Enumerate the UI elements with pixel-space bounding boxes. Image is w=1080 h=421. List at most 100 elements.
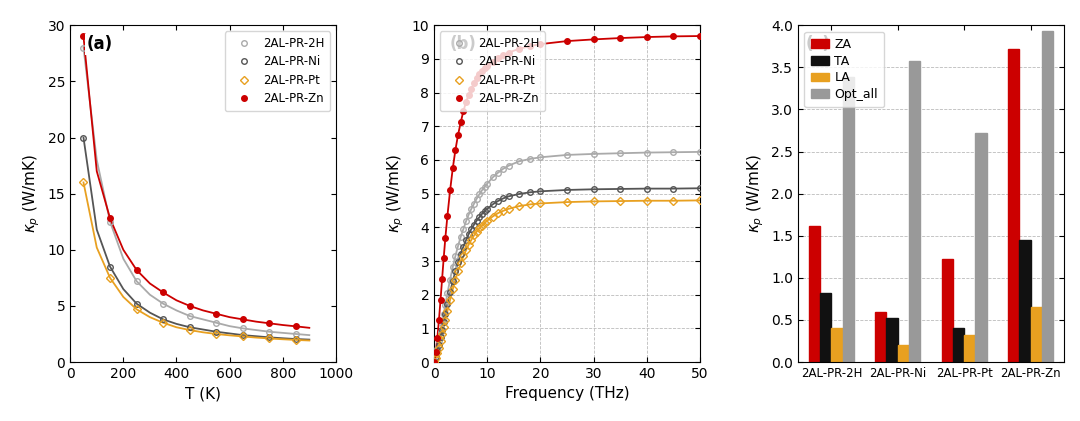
2AL-PR-Ni bbox=[534, 189, 546, 194]
2AL-PR-Zn bbox=[438, 236, 451, 241]
2AL-PR-Zn bbox=[428, 360, 441, 365]
2AL-PR-Pt bbox=[449, 277, 462, 282]
2AL-PR-Pt bbox=[432, 345, 445, 350]
2AL-PR-Ni bbox=[451, 259, 464, 264]
2AL-PR-Pt bbox=[478, 221, 491, 226]
2AL-PR-2H bbox=[444, 277, 457, 282]
2AL-PR-2H bbox=[613, 151, 626, 156]
2AL-PR-2H bbox=[497, 166, 510, 171]
2AL-PR-Pt bbox=[431, 351, 444, 356]
2AL-PR-Ni bbox=[464, 226, 477, 232]
Bar bbox=[1030, 307, 1042, 362]
2AL-PR-Ni bbox=[524, 190, 537, 195]
2AL-PR-Ni bbox=[435, 327, 448, 332]
2AL-PR-Zn bbox=[157, 290, 170, 295]
Bar bbox=[897, 345, 909, 362]
2AL-PR-Pt bbox=[289, 337, 302, 342]
Line: 2AL-PR-2H: 2AL-PR-2H bbox=[81, 45, 299, 337]
2AL-PR-Zn bbox=[524, 44, 537, 49]
2AL-PR-2H bbox=[524, 157, 537, 162]
2AL-PR-2H bbox=[588, 152, 600, 157]
2AL-PR-2H bbox=[449, 253, 462, 258]
2AL-PR-Zn bbox=[693, 34, 706, 39]
2AL-PR-Ni bbox=[640, 186, 653, 191]
2AL-PR-Pt bbox=[468, 233, 481, 238]
2AL-PR-Ni bbox=[475, 211, 488, 216]
2AL-PR-Zn bbox=[435, 276, 448, 281]
2AL-PR-Zn bbox=[473, 72, 486, 77]
2AL-PR-2H bbox=[428, 360, 441, 365]
2AL-PR-Ni bbox=[481, 206, 494, 211]
2AL-PR-2H bbox=[693, 149, 706, 155]
2AL-PR-2H bbox=[513, 159, 526, 164]
2AL-PR-Ni bbox=[77, 135, 90, 140]
2AL-PR-2H bbox=[441, 290, 454, 296]
2AL-PR-Zn bbox=[444, 188, 457, 193]
Bar bbox=[820, 293, 832, 362]
2AL-PR-Ni bbox=[473, 215, 486, 220]
2AL-PR-2H bbox=[462, 212, 475, 217]
2AL-PR-Ni bbox=[431, 349, 444, 354]
2AL-PR-Pt bbox=[184, 328, 197, 333]
2AL-PR-Pt bbox=[666, 198, 679, 203]
2AL-PR-2H bbox=[432, 338, 445, 344]
2AL-PR-Zn bbox=[460, 99, 473, 104]
2AL-PR-Zn bbox=[237, 317, 249, 322]
2AL-PR-2H bbox=[237, 326, 249, 331]
2AL-PR-Pt bbox=[513, 204, 526, 209]
2AL-PR-Ni bbox=[491, 199, 504, 204]
2AL-PR-Ni bbox=[666, 186, 679, 191]
2AL-PR-Pt bbox=[534, 201, 546, 206]
2AL-PR-Pt bbox=[481, 218, 494, 223]
2AL-PR-Zn bbox=[513, 46, 526, 51]
2AL-PR-2H bbox=[640, 150, 653, 155]
2AL-PR-2H bbox=[460, 219, 473, 224]
Legend: 2AL-PR-2H, 2AL-PR-Ni, 2AL-PR-Pt, 2AL-PR-Zn: 2AL-PR-2H, 2AL-PR-Ni, 2AL-PR-Pt, 2AL-PR-… bbox=[225, 31, 330, 111]
2AL-PR-2H bbox=[130, 279, 143, 284]
2AL-PR-Pt bbox=[473, 226, 486, 231]
2AL-PR-Zn bbox=[497, 52, 510, 57]
2AL-PR-Pt bbox=[561, 200, 573, 205]
2AL-PR-Ni bbox=[502, 194, 515, 199]
2AL-PR-Pt bbox=[77, 180, 90, 185]
2AL-PR-Ni bbox=[588, 187, 600, 192]
Bar bbox=[842, 77, 854, 362]
2AL-PR-Zn bbox=[446, 166, 459, 171]
Bar bbox=[953, 328, 964, 362]
2AL-PR-Ni bbox=[460, 237, 473, 242]
2AL-PR-Zn bbox=[475, 69, 488, 74]
2AL-PR-2H bbox=[184, 314, 197, 319]
Line: 2AL-PR-Pt: 2AL-PR-Pt bbox=[431, 197, 703, 365]
2AL-PR-2H bbox=[210, 320, 222, 325]
2AL-PR-Zn bbox=[588, 37, 600, 42]
Bar bbox=[1008, 49, 1020, 362]
Line: 2AL-PR-Ni: 2AL-PR-Ni bbox=[81, 135, 299, 342]
2AL-PR-Pt bbox=[470, 229, 483, 234]
Bar bbox=[887, 318, 897, 362]
2AL-PR-Zn bbox=[451, 132, 464, 137]
2AL-PR-2H bbox=[470, 196, 483, 201]
2AL-PR-Pt bbox=[491, 210, 504, 216]
2AL-PR-Zn bbox=[486, 59, 499, 64]
2AL-PR-Zn bbox=[437, 255, 450, 260]
2AL-PR-Pt bbox=[462, 242, 475, 247]
2AL-PR-Ni bbox=[613, 187, 626, 192]
2AL-PR-Pt bbox=[210, 331, 222, 336]
Y-axis label: $\kappa_p$ (W/mK): $\kappa_p$ (W/mK) bbox=[386, 155, 406, 233]
2AL-PR-2H bbox=[486, 175, 499, 180]
2AL-PR-2H bbox=[451, 243, 464, 248]
Line: 2AL-PR-Ni: 2AL-PR-Ni bbox=[431, 186, 703, 365]
2AL-PR-Ni bbox=[441, 301, 454, 306]
2AL-PR-Pt bbox=[640, 198, 653, 203]
Bar bbox=[875, 312, 887, 362]
2AL-PR-2H bbox=[473, 192, 486, 197]
2AL-PR-Zn bbox=[666, 34, 679, 39]
2AL-PR-Ni bbox=[157, 317, 170, 322]
2AL-PR-Ni bbox=[184, 325, 197, 330]
2AL-PR-Ni bbox=[478, 209, 491, 214]
2AL-PR-Ni bbox=[449, 269, 462, 274]
2AL-PR-2H bbox=[104, 219, 117, 224]
2AL-PR-2H bbox=[438, 302, 451, 307]
2AL-PR-2H bbox=[289, 331, 302, 336]
2AL-PR-2H bbox=[666, 150, 679, 155]
